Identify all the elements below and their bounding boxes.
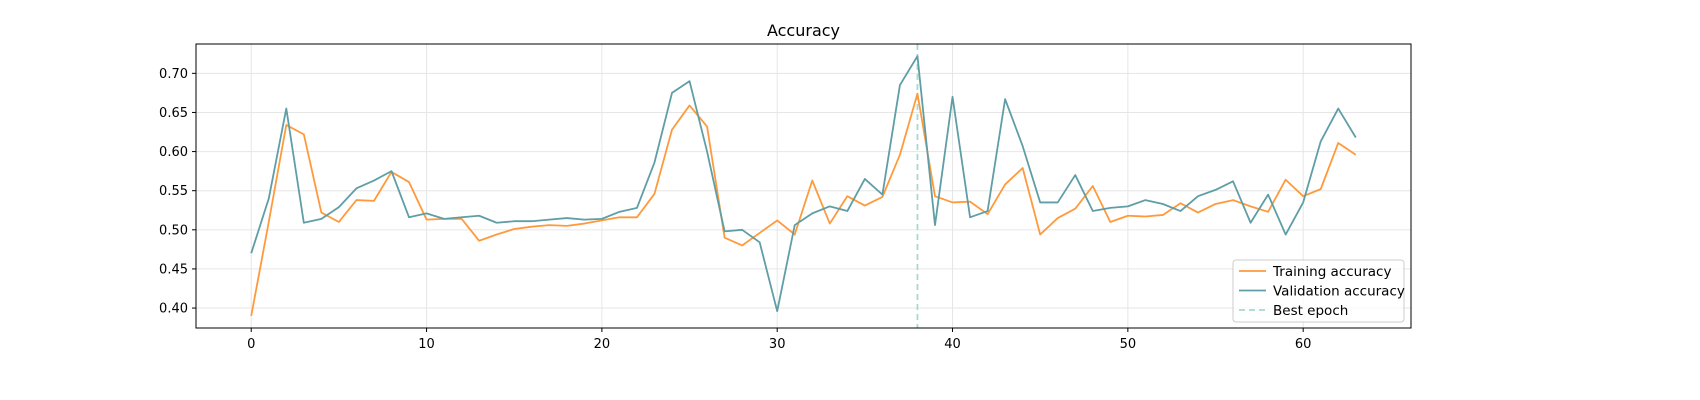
y-tick-label: 0.55 — [159, 184, 188, 199]
y-tick-label: 0.70 — [159, 67, 188, 82]
x-tick-label: 20 — [594, 337, 611, 352]
y-axis: 0.40 0.45 0.50 0.55 0.60 0.65 0.70 — [159, 67, 196, 317]
y-tick-label: 0.65 — [159, 106, 188, 121]
y-tick-label: 0.45 — [159, 262, 188, 277]
series-line-validation — [250, 55, 1357, 313]
x-axis: 0 10 20 30 40 50 60 — [247, 328, 1311, 352]
series-line-training — [250, 92, 1357, 317]
y-tick-label: 0.40 — [159, 302, 188, 317]
chart-title: Accuracy — [767, 21, 840, 40]
legend-label-best-epoch: Best epoch — [1273, 303, 1348, 319]
legend-label-validation: Validation accuracy — [1273, 284, 1405, 300]
grid — [196, 44, 1411, 328]
x-tick-label: 10 — [418, 337, 435, 352]
series-layer — [250, 55, 1357, 317]
legend: Training accuracy Validation accuracy Be… — [1232, 259, 1405, 323]
y-tick-label: 0.50 — [159, 223, 188, 238]
legend-box — [1232, 259, 1405, 323]
x-tick-label: 30 — [769, 337, 786, 352]
x-tick-label: 40 — [944, 337, 961, 352]
legend-label-training: Training accuracy — [1272, 264, 1391, 280]
x-tick-label: 60 — [1295, 337, 1312, 352]
x-tick-label: 50 — [1120, 337, 1137, 352]
plot-frame — [195, 43, 1412, 329]
y-tick-label: 0.60 — [159, 145, 188, 160]
x-tick-label: 0 — [247, 337, 255, 352]
